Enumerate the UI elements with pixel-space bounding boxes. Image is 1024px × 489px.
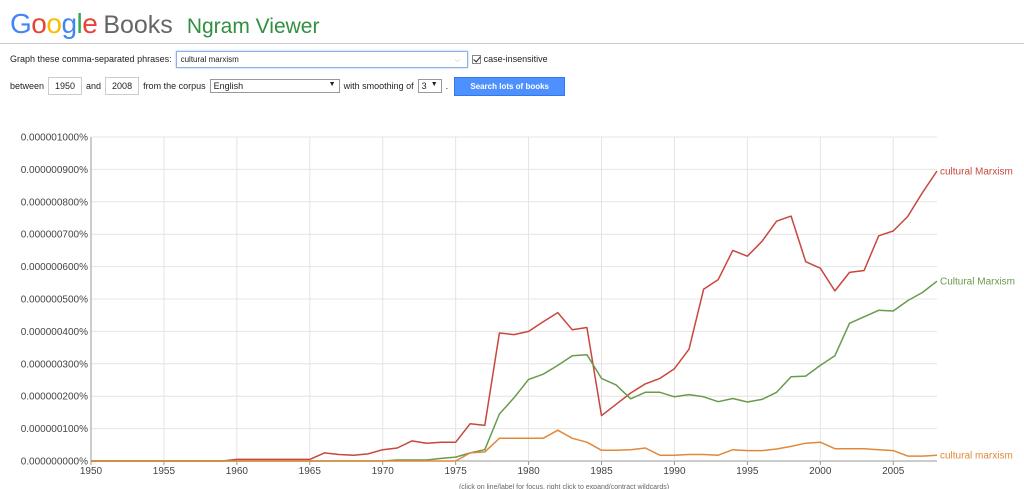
options-row: between 1950 and 2008 from the corpus En… (10, 76, 566, 96)
x-tick-label: 1995 (736, 466, 759, 477)
year-end-input[interactable]: 2008 (105, 77, 140, 95)
y-tick-label: 0.000001000% (21, 133, 88, 144)
smoothing-suffix: . (445, 81, 449, 91)
corpus-dropdown-icon: ▼ (328, 81, 336, 88)
corpus-select[interactable]: English ▼ (209, 79, 340, 93)
x-tick-label: 1980 (517, 466, 540, 477)
y-tick-label: 0.000000100% (21, 424, 88, 435)
search-button[interactable]: Search lots of books (454, 76, 566, 96)
and-label: and (86, 81, 102, 91)
y-tick-label: 0.000000900% (21, 165, 88, 176)
corpus-select-value: English (213, 81, 244, 91)
logo-letter: e (82, 8, 98, 39)
phrase-row: Graph these comma-separated phrases: cul… (10, 49, 548, 69)
logo-letter: o (46, 8, 62, 39)
smoothing-dropdown-icon: ▼ (430, 81, 438, 88)
year-start-input[interactable]: 1950 (48, 77, 83, 95)
chart-footnote: (click on line/label for focus, right cl… (459, 484, 669, 489)
case-insensitive-checkbox[interactable] (471, 54, 481, 64)
y-tick-label: 0.000000400% (21, 327, 88, 338)
smoothing-select[interactable]: 3 ▼ (417, 79, 442, 93)
logo-letter: g (61, 8, 77, 39)
y-tick-label: 0.000000600% (21, 262, 88, 273)
series-line[interactable] (91, 429, 938, 462)
phrase-input-value: cultural marxism (180, 54, 239, 64)
x-tick-label: 1960 (226, 466, 249, 477)
smoothing-select-value: 3 (421, 81, 427, 91)
series-label[interactable]: Cultural Marxism (940, 277, 1015, 288)
series-line[interactable] (91, 280, 938, 462)
case-insensitive-label: case-insensitive (483, 54, 548, 64)
phrase-input[interactable]: cultural marxism ⌵ (175, 50, 468, 68)
series-label[interactable]: cultural marxism (940, 451, 1013, 462)
x-tick-label: 1970 (372, 466, 395, 477)
x-tick-label: 2000 (809, 466, 832, 477)
y-tick-label: 0.000000200% (21, 392, 88, 403)
input-dropdown-icon[interactable]: ⌵ (454, 54, 461, 64)
x-tick-label: 1950 (80, 466, 103, 477)
x-tick-label: 1975 (445, 466, 468, 477)
books-logo-text: Books (103, 11, 173, 39)
page-header: Google Books Ngram Viewer (10, 8, 319, 42)
y-tick-label: 0.000000000% (21, 457, 88, 468)
google-logo[interactable]: Google (10, 8, 98, 40)
corpus-label: from the corpus (143, 81, 206, 91)
header-divider (0, 43, 1024, 44)
x-tick-label: 2005 (882, 466, 905, 477)
x-tick-label: 1955 (153, 466, 176, 477)
smoothing-label: with smoothing of (343, 81, 414, 91)
y-tick-label: 0.000000500% (21, 295, 88, 306)
x-tick-label: 1965 (299, 466, 322, 477)
series-line[interactable] (91, 170, 938, 462)
y-tick-label: 0.000000300% (21, 359, 88, 370)
y-tick-label: 0.000000800% (21, 197, 88, 208)
x-tick-label: 1990 (663, 466, 686, 477)
logo-letter: l (76, 8, 83, 39)
y-tick-label: 0.000000700% (21, 230, 88, 241)
series-label[interactable]: cultural Marxism (940, 167, 1013, 178)
phrases-label: Graph these comma-separated phrases: (10, 54, 172, 64)
between-label: between (10, 81, 45, 91)
x-tick-label: 1985 (590, 466, 613, 477)
logo-letter: G (10, 8, 32, 39)
page-title: Ngram Viewer (186, 15, 320, 38)
logo-letter: o (31, 8, 47, 39)
